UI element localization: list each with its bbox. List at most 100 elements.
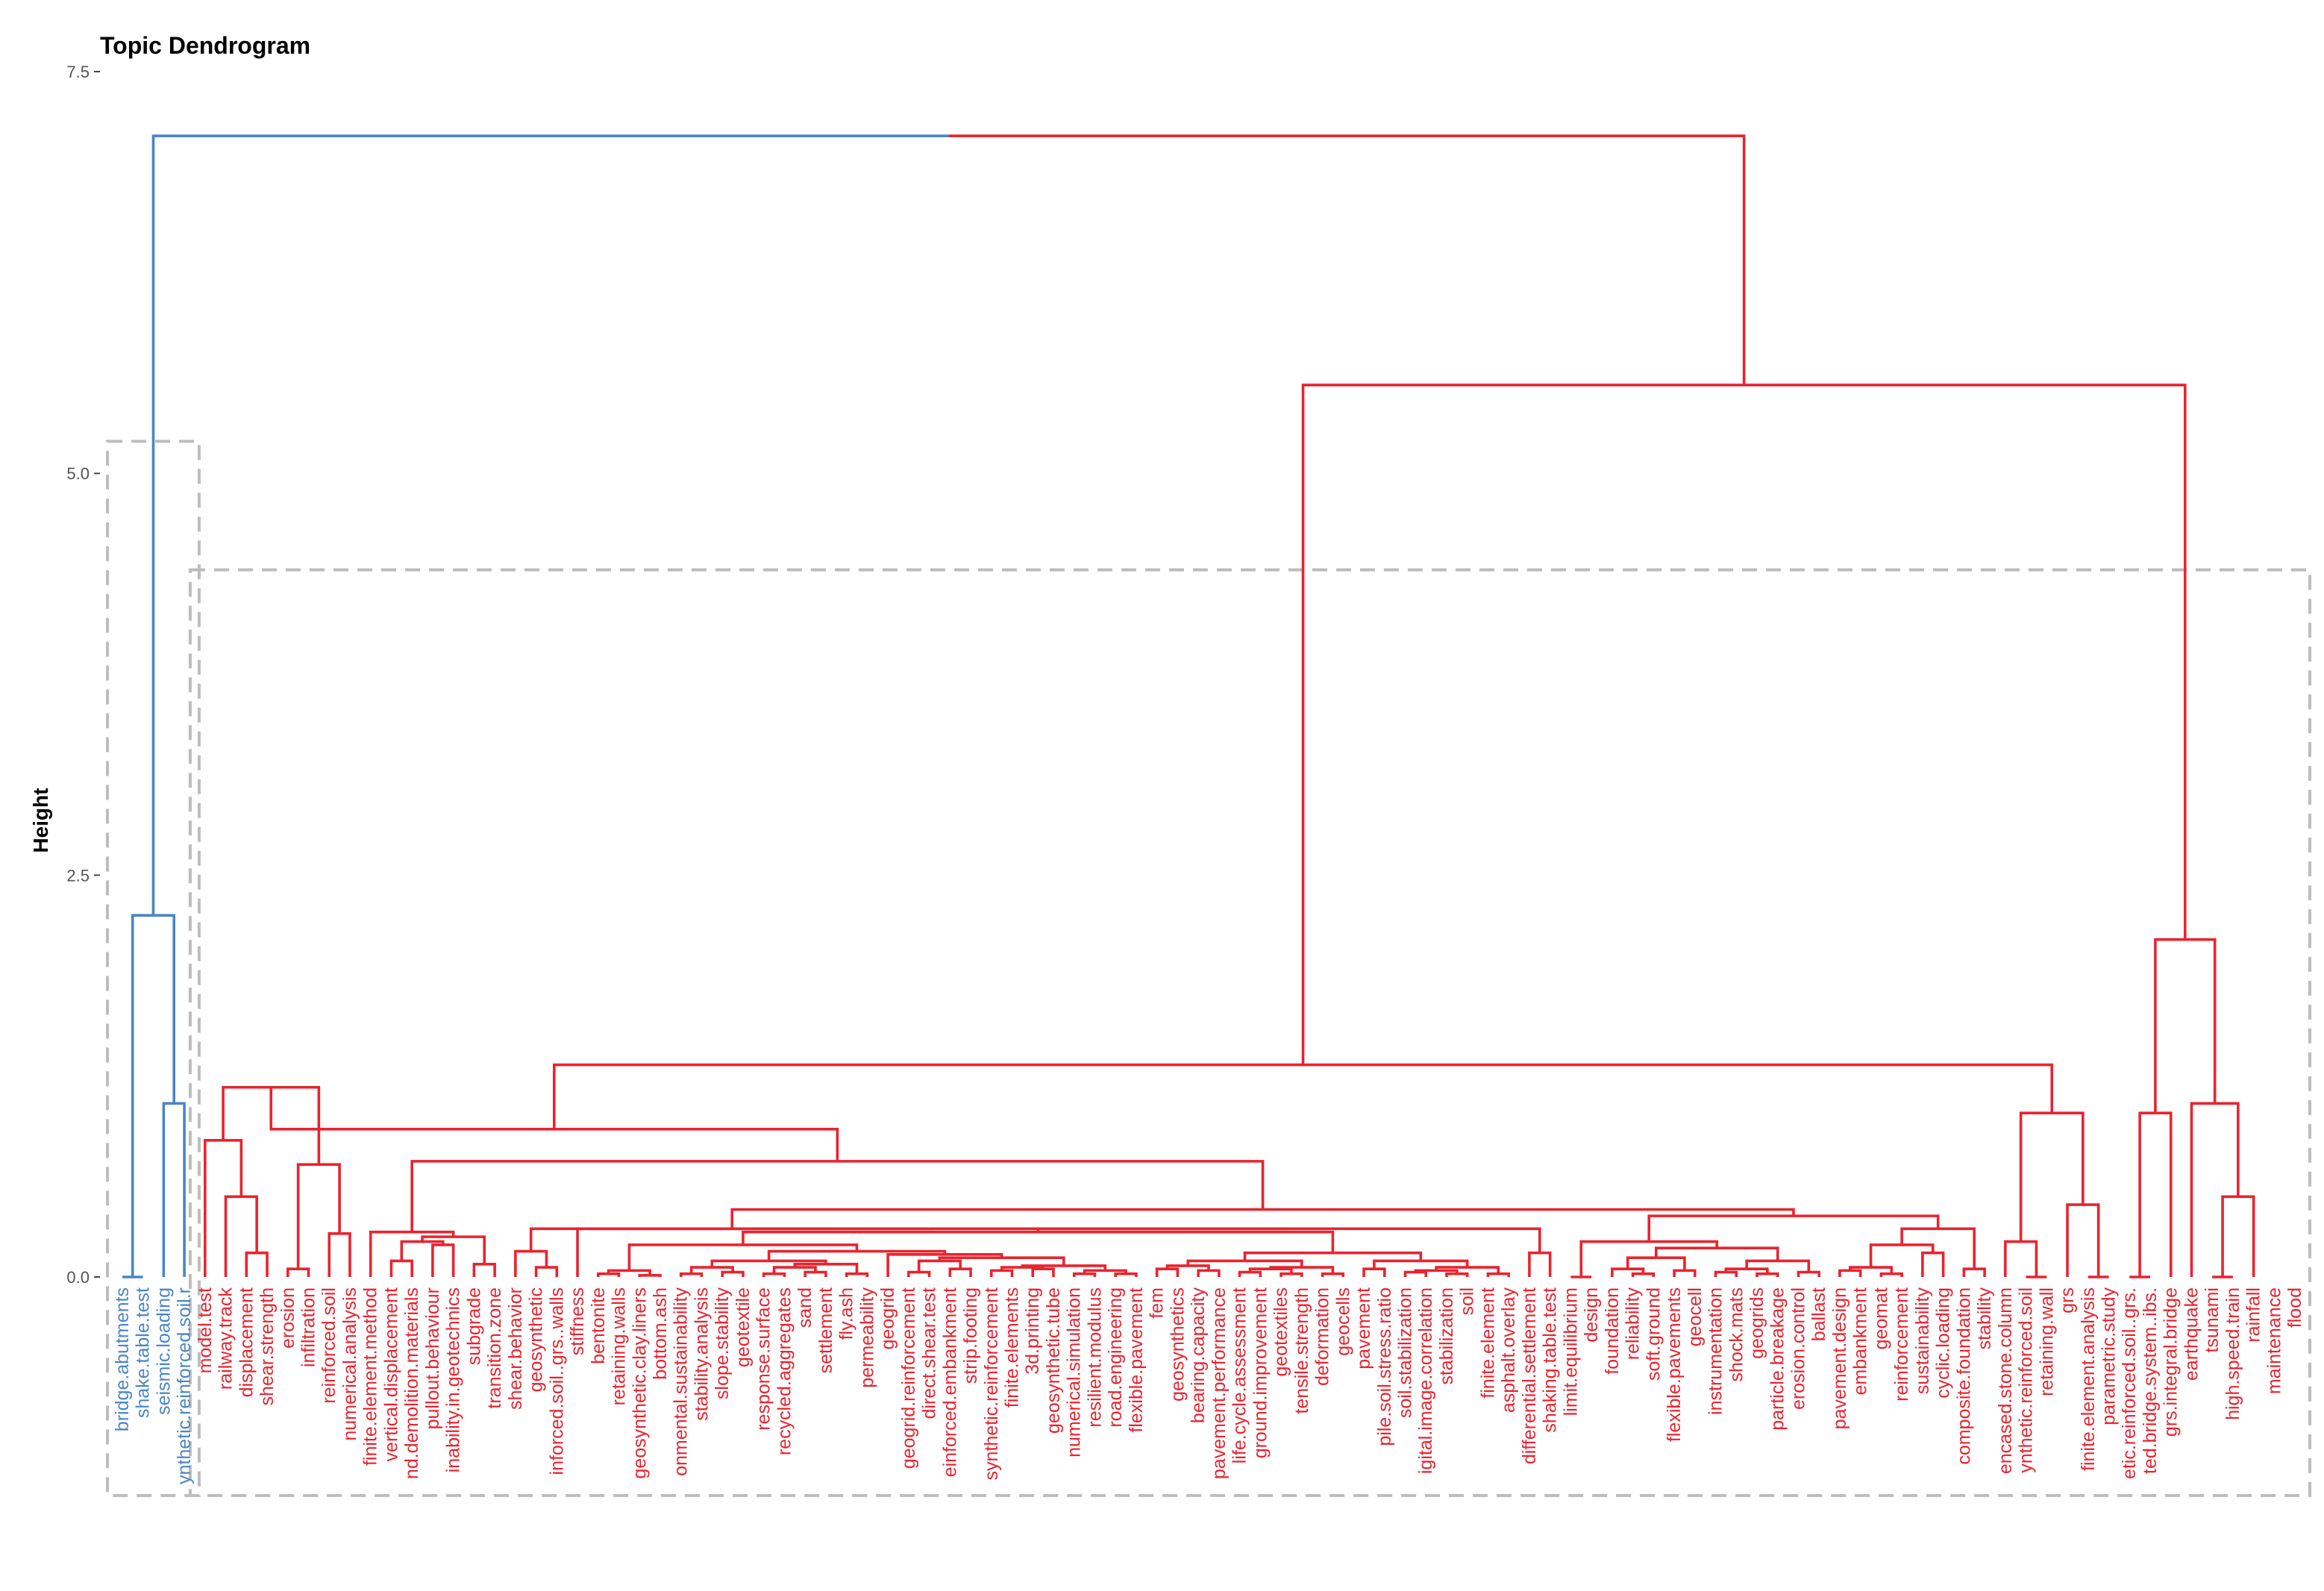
dendrogram-link-86 — [730, 1208, 1795, 1229]
leaf-label: ted.bridge.system..ibs. — [2140, 1287, 2161, 1474]
dendrogram-link-34 — [1031, 1267, 1055, 1277]
leaf-label: encased.stone.column — [1995, 1287, 2016, 1474]
leaf-label: tensile.strength — [1291, 1287, 1312, 1414]
dendrogram-link-45 — [1197, 1269, 1221, 1277]
dendrogram-link-76 — [1654, 1246, 1779, 1261]
leaf-label: geosynthetics — [1167, 1287, 1188, 1402]
dendrogram-link-62 — [1528, 1251, 1552, 1277]
dendrogram-link-87 — [410, 1160, 1265, 1232]
dendrogram-link-72 — [1755, 1272, 1779, 1277]
leaf-label: reliability — [1623, 1287, 1644, 1361]
leaf-label: maintenance — [2264, 1287, 2284, 1394]
dendrogram-link-7 — [328, 1232, 351, 1277]
dendrogram-link-84 — [1900, 1227, 1976, 1270]
dendrogram-link-19 — [638, 1274, 662, 1277]
dendrogram-link-53 — [1362, 1267, 1386, 1277]
dendrogram-link-39 — [1021, 1264, 1107, 1271]
dendrogram-root-link-right — [948, 134, 1746, 386]
leaf-label: high.speed.train — [2223, 1287, 2243, 1420]
leaf-label: finite.elements — [1002, 1287, 1023, 1408]
leaf-label: transition.zone — [484, 1287, 505, 1409]
leaf-label: finite.element — [1477, 1287, 1498, 1399]
dendrogram-link-3 — [245, 1251, 269, 1277]
leaf-label: shock.mats — [1726, 1287, 1747, 1381]
dendrogram-link-98 — [2138, 1111, 2173, 1277]
leaf-label: stiffness — [567, 1287, 588, 1355]
leaf-label: numerical.analysis — [339, 1287, 360, 1441]
leaf-label: tsunami — [2202, 1287, 2223, 1353]
leaf-label: reinforced.soil — [319, 1287, 339, 1404]
leaf-label: flood — [2284, 1287, 2305, 1328]
leaf-label: soft.ground — [1643, 1287, 1664, 1381]
leaf-label: infiltration — [298, 1287, 319, 1367]
leaf-label: geogrids — [1747, 1287, 1767, 1359]
leaf-label: nd.demolition.materials — [401, 1287, 422, 1479]
leaf-label: sand — [795, 1287, 815, 1328]
leaf-label: ynthetic.reinforced.soil — [2016, 1287, 2037, 1473]
dendrogram-link-2 — [131, 914, 176, 1277]
leaf-label: geotextiles — [1271, 1287, 1291, 1377]
dendrogram-link-57 — [1486, 1272, 1510, 1277]
dendrogram-link-21 — [679, 1272, 704, 1277]
dendrogram-link-1 — [162, 1102, 186, 1277]
dendrogram-link-73 — [1724, 1267, 1769, 1274]
leaf-label: geocell — [1685, 1287, 1706, 1346]
dendrogram-link-64 — [576, 1227, 1289, 1277]
leaf-label: grs — [2057, 1287, 2078, 1314]
dendrogram-link-102 — [2154, 938, 2217, 1114]
leaf-label: geotextile — [733, 1287, 754, 1367]
leaf-label: direct.shear.test — [919, 1287, 940, 1419]
dendrogram-link-37 — [1114, 1272, 1138, 1277]
dendrogram-link-13 — [472, 1262, 496, 1277]
dendrogram-link-16 — [534, 1266, 559, 1277]
leaf-label: earthquake — [2181, 1287, 2202, 1381]
dendrogram-link-48 — [1280, 1272, 1303, 1277]
y-axis-label: Height — [29, 788, 52, 853]
leaf-label: displacement — [236, 1287, 257, 1397]
dendrogram-links — [122, 134, 2255, 1278]
dendrogram-link-75 — [1745, 1259, 1811, 1273]
leaf-label: inforced.soil..grs..walls — [546, 1287, 567, 1475]
leaf-label: ynthetic.reinforced.soil.r — [174, 1287, 195, 1484]
leaf-label: einforced.embankment — [939, 1287, 960, 1477]
leaf-label: geosynthetic.clay.liners — [629, 1287, 650, 1479]
leaf-label: sustainability — [1912, 1287, 1933, 1395]
leaf-label: soil.stabilization — [1394, 1287, 1415, 1418]
leaf-label: slope.stability — [712, 1287, 733, 1400]
leaf-label: strip.footing — [960, 1287, 981, 1384]
leaf-label: geocells — [1332, 1287, 1353, 1356]
leaf-label: retaining.walls — [609, 1287, 630, 1405]
dendrogram-link-46 — [1165, 1264, 1210, 1271]
dendrogram-link-90 — [2004, 1240, 2038, 1277]
dendrogram-link-77 — [1579, 1240, 1719, 1277]
leaf-label: settlement — [815, 1287, 836, 1373]
dendrogram-link-44 — [1155, 1267, 1180, 1277]
leaf-label: bottom.ash — [650, 1287, 671, 1380]
leaf-label: geogrid.reinforcement — [898, 1287, 919, 1469]
leaf-label: subgrade — [463, 1287, 484, 1365]
dendrogram-link-11 — [431, 1243, 455, 1277]
leaf-label: instrumentation — [1706, 1287, 1726, 1415]
leaf-label: fly.ash — [836, 1287, 857, 1340]
dendrogram-link-25 — [804, 1270, 827, 1277]
leaf-label: reinforcement — [1891, 1287, 1912, 1402]
dendrogram-link-36 — [1072, 1272, 1097, 1277]
dendrogram-link-79 — [1879, 1272, 1903, 1277]
leaf-label: foundation — [1602, 1287, 1623, 1375]
dendrogram-link-50 — [1321, 1272, 1345, 1277]
leaf-label: cyclic.loading — [1933, 1287, 1954, 1399]
dendrogram-link-81 — [1921, 1251, 1945, 1277]
dendrogram-link-8 — [296, 1163, 341, 1270]
cluster-boxes — [106, 439, 2312, 1497]
leaf-label: bentonite — [588, 1287, 609, 1364]
y-axis: 0.0 2.5 5.0 7.5 — [66, 63, 100, 1287]
leaf-label: bridge.abutments — [112, 1287, 133, 1431]
dendrogram-link-101 — [2190, 1102, 2240, 1277]
leaf-label: fem — [1147, 1287, 1168, 1319]
leaf-label: pullout.behaviour — [422, 1287, 443, 1429]
dendrogram-link-42 — [767, 1249, 947, 1261]
dendrogram-link-82 — [1869, 1243, 1935, 1268]
leaf-label: erosion.control — [1788, 1287, 1808, 1410]
leaf-label: limit.equilibrium — [1560, 1287, 1581, 1416]
